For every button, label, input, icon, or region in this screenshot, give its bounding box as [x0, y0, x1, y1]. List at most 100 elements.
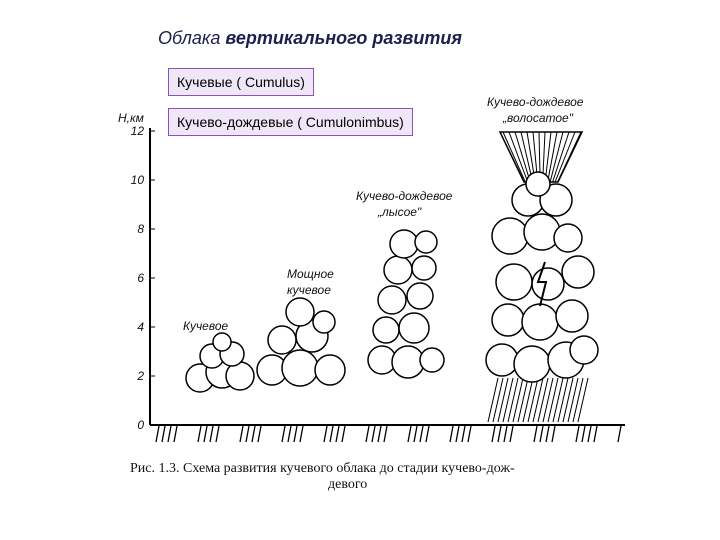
cloud-label: „волосатое" [502, 111, 574, 125]
hatch-line [245, 425, 250, 443]
hatch-line [215, 425, 220, 443]
rain [562, 377, 574, 423]
cloud-puff [569, 335, 599, 365]
anvil-line [514, 131, 531, 183]
cloud-label: Мощное [287, 267, 334, 281]
hatch-line [419, 425, 424, 443]
cloud-puff [267, 325, 297, 355]
hatch-line [461, 425, 466, 443]
lightning [536, 261, 548, 307]
rain [512, 377, 524, 423]
anvil-line [557, 131, 582, 183]
hatch-line [167, 425, 172, 443]
rain [557, 377, 569, 423]
hatch-line [551, 425, 556, 443]
hatch-line [335, 425, 340, 443]
cloud-puff [398, 312, 430, 344]
anvil-line [544, 131, 552, 183]
hatch-line [341, 425, 346, 443]
cloud-puff [314, 354, 346, 386]
cloud-puff [281, 349, 319, 387]
title-plain: Облака [158, 28, 221, 48]
y-tick-label: 12 [131, 124, 145, 138]
anvil-line [502, 131, 526, 183]
hatch-line [209, 425, 214, 443]
hatch-line [593, 425, 598, 443]
hatch-line [293, 425, 298, 443]
rain [502, 377, 514, 423]
rain [567, 377, 579, 423]
rain [542, 377, 554, 423]
anvil-line [508, 131, 529, 183]
tag-cumulus: Кучевые ( Cumulus) [168, 68, 314, 96]
caption: девого [328, 477, 367, 492]
y-tick-label: 10 [131, 173, 145, 187]
cloud-puff [525, 171, 551, 197]
rain [492, 377, 504, 423]
cloud-puff [531, 267, 565, 301]
rain [552, 377, 564, 423]
hatch-line [425, 425, 430, 443]
rain [572, 377, 584, 423]
rain [487, 377, 499, 423]
rain [517, 377, 529, 423]
y-tick-label: 8 [137, 222, 144, 236]
hatch-line [575, 425, 580, 443]
caption: Рис. 1.3. Схема развития кучевого облака… [130, 461, 515, 476]
cloud-puff [383, 255, 413, 285]
hatch-line [533, 425, 538, 443]
y-tick-label: 2 [136, 369, 144, 383]
cloud-puff [491, 303, 525, 337]
rain [527, 377, 539, 423]
hatch-line [413, 425, 418, 443]
cloud-puff [411, 255, 437, 281]
slide-title: Облака вертикального развития [158, 28, 462, 49]
hatch-line [377, 425, 382, 443]
cloud-puff [555, 299, 589, 333]
hatch-line [467, 425, 472, 443]
cloud-puff [561, 255, 595, 289]
cloud-puff [285, 297, 315, 327]
hatch-line [539, 425, 544, 443]
cloud-puff [212, 332, 232, 352]
hatch-line [581, 425, 586, 443]
hatch-line [587, 425, 592, 443]
cloud-puff [406, 282, 434, 310]
y-tick-label: 0 [137, 418, 144, 432]
rain [507, 377, 519, 423]
rain [547, 377, 559, 423]
hatch-line [407, 425, 412, 443]
cloud-puff [485, 343, 519, 377]
tag-cumulonimbus: Кучево-дождевые ( Cumulonimbus) [168, 108, 413, 136]
anvil-line [554, 131, 576, 183]
hatch-line [281, 425, 286, 443]
hatch-line [491, 425, 496, 443]
cloud-puff [495, 263, 533, 301]
anvil-line [552, 131, 570, 183]
rain [497, 377, 509, 423]
hatch-line [371, 425, 376, 443]
hatch-line [197, 425, 202, 443]
rain [532, 377, 544, 423]
axis-label: Н,км [118, 111, 144, 125]
hatch-line [503, 425, 508, 443]
cloud-label: Кучево-дождевое [487, 95, 584, 109]
cloud-puff [312, 310, 336, 334]
hatch-line [455, 425, 460, 443]
cloud-puff [389, 229, 419, 259]
rain [577, 377, 589, 423]
cloud-puff [414, 230, 438, 254]
hatch-line [383, 425, 388, 443]
anvil-line [549, 131, 564, 183]
hatch-line [509, 425, 514, 443]
hatch-line [203, 425, 208, 443]
hatch-line [545, 425, 550, 443]
cloud-puff [372, 316, 400, 344]
ground-hatch [155, 425, 622, 443]
y-tick-label: 4 [137, 320, 144, 334]
hatch-line [251, 425, 256, 443]
rain [522, 377, 534, 423]
hatch-line [497, 425, 502, 443]
y-tick-label: 6 [137, 271, 144, 285]
